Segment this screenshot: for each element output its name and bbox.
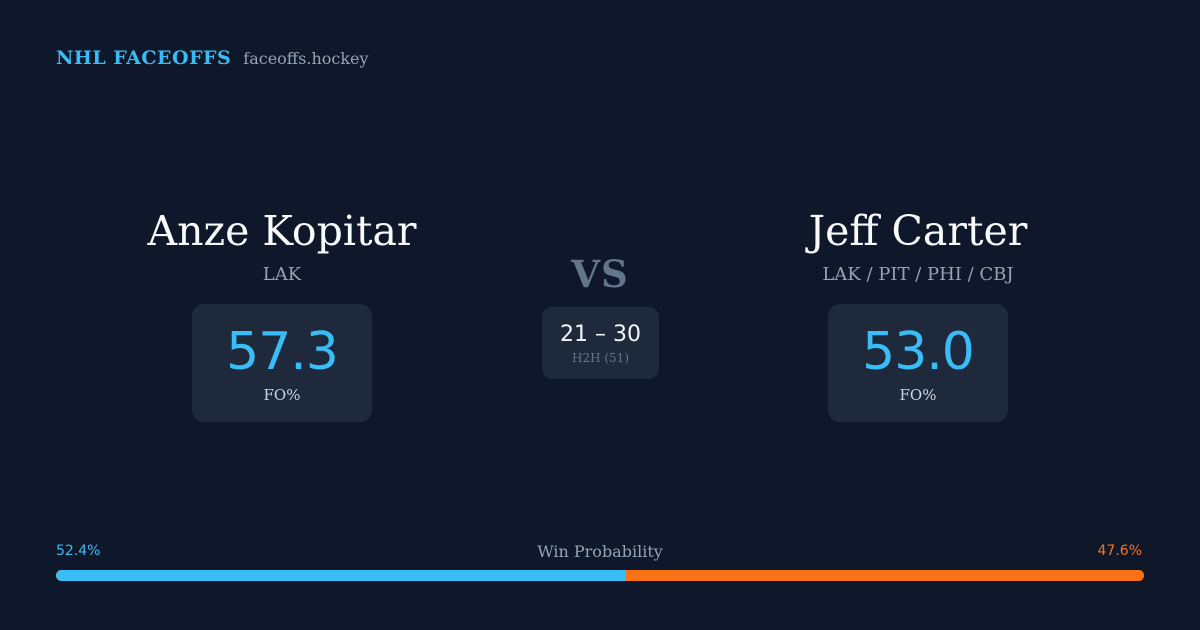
left-player-panel: Anze Kopitar LAK 57.3 FO% xyxy=(72,206,492,422)
right-win-probability-fill xyxy=(626,570,1144,581)
win-probability-bar xyxy=(56,570,1144,581)
right-player-name: Jeff Carter xyxy=(808,207,1028,255)
right-player-faceoff-percentage: 53.0 xyxy=(862,322,975,382)
brand-title: NHL FACEOFFS xyxy=(56,47,232,69)
right-player-stat-label: FO% xyxy=(899,386,937,404)
left-player-faceoff-percentage: 57.3 xyxy=(226,322,339,382)
head-to-head-score: 21 – 30 xyxy=(560,322,641,347)
head-to-head-label: H2H (51) xyxy=(571,351,629,365)
brand-header: NHL FACEOFFS faceoffs.hockey xyxy=(56,47,369,69)
head-to-head-card: 21 – 30 H2H (51) xyxy=(542,307,659,379)
right-player-stat-card: 53.0 FO% xyxy=(828,304,1008,422)
right-win-probability: 47.6% xyxy=(1097,543,1142,559)
brand-url: faceoffs.hockey xyxy=(243,49,369,68)
left-player-team: LAK xyxy=(262,264,302,285)
left-win-probability: 52.4% xyxy=(56,543,101,559)
right-player-panel: Jeff Carter LAK / PIT / PHI / CBJ 53.0 F… xyxy=(708,206,1128,422)
left-win-probability-fill xyxy=(56,570,627,581)
versus-label: VS xyxy=(571,252,629,296)
left-player-name: Anze Kopitar xyxy=(147,207,417,255)
right-player-team: LAK / PIT / PHI / CBJ xyxy=(822,264,1014,285)
left-player-stat-label: FO% xyxy=(263,386,301,404)
win-probability-title: Win Probability xyxy=(537,542,663,561)
left-player-stat-card: 57.3 FO% xyxy=(192,304,372,422)
